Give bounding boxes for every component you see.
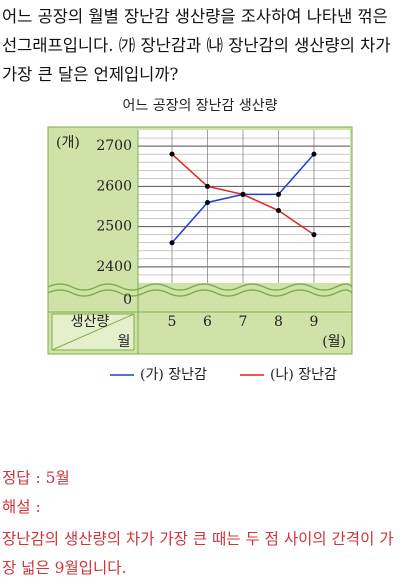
plot-area (138, 130, 350, 283)
explanation-label: 해설 : (2, 498, 41, 516)
header-diagonal (51, 313, 135, 351)
question: 어느 공장의 월별 장난감 생산량을 조사하여 나타낸 꺾은선그래프입니다. ㈎… (2, 7, 391, 84)
y-header: 생산량 (71, 314, 110, 330)
point (169, 151, 175, 157)
y-tick-label: 2400 (96, 259, 132, 275)
x-tick-label: 9 (310, 314, 319, 330)
answer: 정답 : 5월 (2, 469, 70, 487)
point (205, 199, 210, 205)
legend-label: (가) 장난감 (140, 367, 207, 383)
legend-label: (나) 장난감 (270, 367, 337, 383)
x-tick-label: 6 (203, 314, 212, 330)
explanation: 장난감의 생산량의 차가 가장 큰 때는 두 점 사이의 간격이 가장 넓은 9… (2, 530, 394, 577)
x-tick-label: 5 (168, 314, 177, 330)
point (276, 208, 281, 214)
axis-break (47, 283, 353, 297)
y-unit: (개) (56, 135, 80, 151)
x-tick-label: 7 (239, 314, 248, 330)
point (205, 183, 210, 189)
y-tick-label: 2500 (96, 219, 132, 235)
point (311, 151, 317, 157)
point (240, 191, 246, 197)
point (311, 232, 317, 238)
y-break-label: 0 (123, 292, 132, 308)
x-header: 월 (118, 334, 131, 350)
point (169, 240, 175, 246)
y-tick-label: 2600 (96, 178, 132, 194)
x-tick-label: 8 (274, 314, 283, 330)
y-tick-label: 2700 (96, 138, 132, 154)
chart-title: 어느 공장의 장난감 생산량 (122, 98, 277, 114)
x-unit: (월) (322, 334, 346, 350)
point (276, 191, 281, 197)
